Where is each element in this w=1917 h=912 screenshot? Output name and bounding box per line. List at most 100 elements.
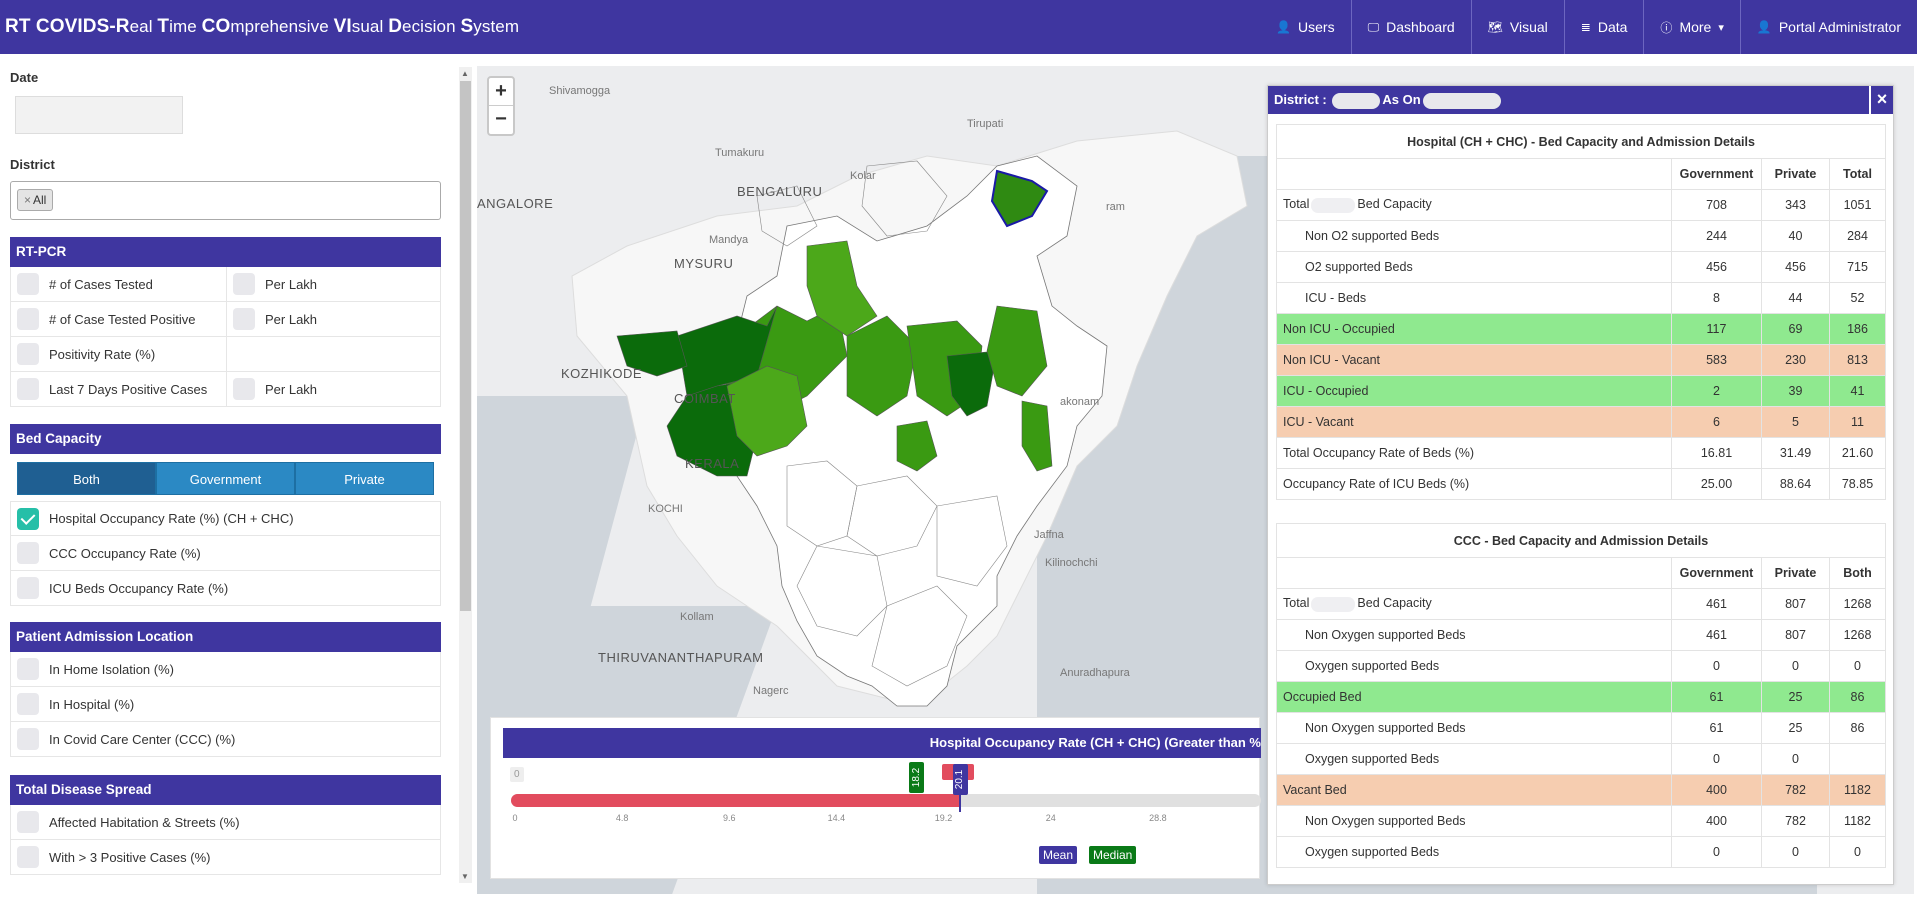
brand-text-part: RT COVIDS-R — [5, 16, 130, 37]
map-city-label: Anuradhapura — [1060, 667, 1130, 679]
rtpcr-option[interactable]: # of Case Tested Positive — [11, 302, 227, 336]
value-cell: 715 — [1829, 251, 1886, 283]
district-chip-all[interactable]: × All — [17, 189, 54, 211]
brand-text-part: ime — [169, 17, 202, 36]
mean-value: 20.1 — [954, 769, 966, 790]
scroll-thumb[interactable] — [460, 81, 471, 611]
nav-item-portal-administrator[interactable]: 👤 Portal Administrator — [1739, 0, 1917, 54]
row-label: Vacant Bed — [1283, 783, 1347, 797]
rtpcr-option[interactable]: Positivity Rate (%) — [11, 337, 227, 371]
row-label-cell: Non O2 supported Beds — [1276, 220, 1672, 252]
spread-option-row[interactable]: With > 3 Positive Cases (%) — [10, 840, 441, 875]
district-shape[interactable] — [896, 420, 938, 472]
checkbox[interactable] — [17, 273, 39, 295]
checkbox[interactable] — [17, 378, 39, 400]
checkbox[interactable] — [17, 308, 39, 330]
checkbox[interactable] — [17, 542, 39, 564]
value-cell: 343 — [1761, 189, 1830, 221]
value-cell: 0 — [1671, 650, 1762, 682]
spread-option-row[interactable]: Affected Habitation & Streets (%) — [10, 805, 441, 840]
slider-tick-label: 19.2 — [934, 813, 953, 823]
rtpcr-panel: RT-PCR # of Cases Tested Per Lakh # of Case… — [10, 237, 441, 407]
district-shape[interactable] — [846, 315, 918, 417]
bed-option-row[interactable]: Hospital Occupancy Rate (%) (CH + CHC) — [10, 501, 441, 536]
district-shape[interactable] — [726, 365, 808, 457]
checkbox[interactable] — [17, 693, 39, 715]
district-shape-selected[interactable] — [990, 169, 1049, 228]
value-cell: 244 — [1671, 220, 1762, 252]
per-lakh-option[interactable]: Per Lakh — [227, 302, 317, 336]
rtpcr-option[interactable]: # of Cases Tested — [11, 267, 227, 301]
checkbox[interactable] — [17, 658, 39, 680]
bed-option-row[interactable]: ICU Beds Occupancy Rate (%) — [10, 571, 441, 606]
checkbox[interactable] — [233, 378, 255, 400]
district-shape[interactable] — [986, 305, 1048, 397]
zoom-out-button[interactable]: − — [495, 108, 507, 130]
zoom-in-button[interactable]: + — [489, 78, 513, 106]
value-cell: 25 — [1761, 712, 1830, 744]
district-shape[interactable] — [871, 585, 968, 687]
chip-remove-icon[interactable]: × — [24, 193, 32, 207]
nav-item-visual[interactable]: 🗺 Visual — [1470, 0, 1564, 54]
brand-text-part: ecision — [402, 17, 461, 36]
row-label-cell: Total Bed Capacity — [1276, 189, 1672, 221]
checkbox[interactable] — [233, 308, 255, 330]
table-row: Oxygen supported Beds 0 0 — [1276, 743, 1886, 775]
checkbox[interactable] — [17, 728, 39, 750]
date-input[interactable] — [15, 96, 183, 134]
tab-government[interactable]: Government — [156, 462, 295, 495]
admission-option-row[interactable]: In Hospital (%) — [10, 687, 441, 722]
app-brand-title[interactable]: RT COVIDS-Real Time COmprehensive VIsual… — [0, 16, 519, 38]
checkbox[interactable] — [17, 811, 39, 833]
close-popup-button[interactable]: × — [1869, 86, 1893, 114]
checkbox[interactable] — [233, 273, 255, 295]
option-label: In Covid Care Center (CCC) (%) — [49, 731, 236, 747]
admission-option-row[interactable]: In Home Isolation (%) — [10, 652, 441, 687]
panel-title: Total Disease Spread — [10, 775, 441, 805]
option-label: Per Lakh — [265, 276, 318, 292]
district-shape[interactable] — [861, 160, 948, 237]
value-cell: 461 — [1671, 588, 1762, 620]
user-icon: 👤 — [1756, 20, 1772, 34]
scroll-up-icon[interactable]: ▲ — [461, 69, 469, 78]
row-label: Oxygen supported Beds — [1305, 752, 1440, 766]
district-shape[interactable] — [796, 545, 888, 637]
row-label-cell: Total Occupancy Rate of Beds (%) — [1276, 437, 1672, 469]
nav-item-data[interactable]: ≣ Data — [1563, 0, 1644, 54]
panel-title: Bed Capacity — [10, 424, 441, 454]
per-lakh-option[interactable]: Per Lakh — [227, 267, 317, 301]
value-cell: 61 — [1671, 712, 1762, 744]
value-cell: 0 — [1761, 650, 1830, 682]
disease-spread-panel: Total Disease Spread Affected Habitation … — [10, 775, 441, 875]
checkbox[interactable] — [17, 343, 39, 365]
district-shape[interactable] — [616, 330, 688, 377]
checkbox[interactable] — [17, 577, 39, 599]
nav-item-label: More — [1679, 19, 1712, 35]
nav-item-more[interactable]: ⓘ More ▾ — [1643, 0, 1739, 54]
admission-option-row[interactable]: In Covid Care Center (CCC) (%) — [10, 722, 441, 757]
checkbox[interactable] — [17, 846, 39, 868]
range-slider-track[interactable] — [511, 794, 1261, 807]
tab-both[interactable]: Both — [17, 462, 156, 495]
checkbox[interactable] — [17, 507, 39, 530]
bed-option-row[interactable]: CCC Occupancy Rate (%) — [10, 536, 441, 571]
district-shape[interactable] — [806, 240, 878, 337]
value-cell: 25.00 — [1671, 468, 1762, 500]
row-label-cell: Total Bed Capacity — [1276, 588, 1672, 620]
sidebar-scrollbar[interactable]: ▲ ▼ — [459, 67, 472, 883]
tab-private[interactable]: Private — [295, 462, 434, 495]
row-label: Oxygen supported Beds — [1305, 845, 1440, 859]
district-shape[interactable] — [756, 185, 818, 247]
rtpcr-option[interactable]: Last 7 Days Positive Cases — [11, 372, 227, 406]
nav-item-dashboard[interactable]: 🖵 Dashboard — [1350, 0, 1471, 54]
scroll-down-icon[interactable]: ▼ — [461, 872, 469, 881]
district-shape[interactable] — [1021, 400, 1053, 472]
value-cell: 39 — [1761, 375, 1830, 407]
nav-item-users[interactable]: 👤 Users — [1260, 0, 1351, 54]
district-label: District : — [1274, 92, 1327, 107]
district-shape[interactable] — [846, 475, 938, 557]
district-select[interactable]: × All — [10, 181, 441, 220]
row-label: ICU - Occupied — [1283, 384, 1369, 398]
district-shape[interactable] — [936, 495, 1008, 587]
per-lakh-option[interactable]: Per Lakh — [227, 372, 317, 406]
